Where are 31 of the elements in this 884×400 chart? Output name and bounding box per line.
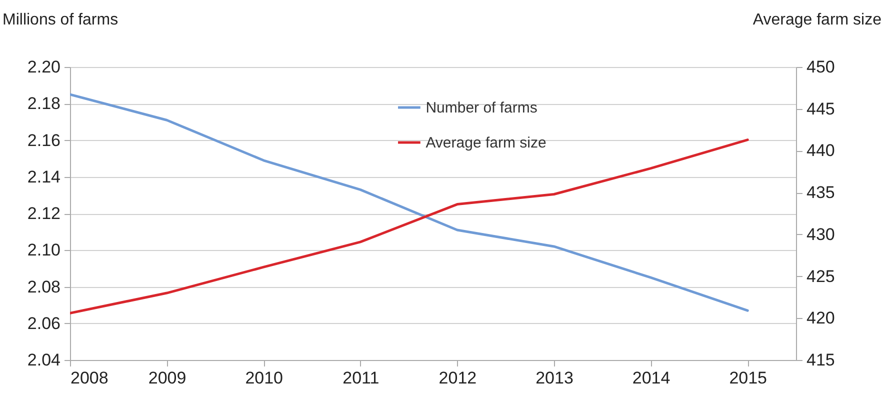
y-tick-label: 2.06	[27, 314, 60, 333]
y-tick-label: 2.10	[27, 240, 60, 260]
x-tick-label: 2015	[729, 368, 768, 388]
x-tick-label: 2014	[632, 368, 670, 388]
legend-label: Average farm size	[426, 134, 546, 152]
y2-tick-label: 440	[806, 141, 835, 160]
y-axis-title: Millions of farms	[2, 12, 118, 28]
x-tick-label: 2010	[245, 368, 284, 388]
y-tick-label: 2.08	[27, 277, 60, 296]
y2-tick-label: 450	[806, 58, 835, 76]
x-tick-label: 2012	[438, 368, 477, 388]
x-tick-label: 2008	[70, 368, 108, 388]
y-tick-label: 2.18	[27, 94, 60, 114]
y2-tick-label: 415	[806, 350, 835, 370]
x-tick-label: 2011	[342, 368, 380, 388]
y-tick-label: 2.12	[27, 204, 60, 223]
line-series	[70, 138, 749, 314]
legend-label: Number of farms	[426, 100, 538, 116]
y2-tick-label: 435	[806, 183, 835, 202]
y2-axis-title: Average farm size	[752, 12, 882, 28]
x-tick-label: 2009	[148, 368, 186, 388]
y2-tick-label: 430	[806, 224, 835, 244]
y-tick-label: 2.04	[27, 350, 60, 370]
y-tick-label: 2.14	[27, 167, 60, 186]
y2-tick-label: 420	[806, 308, 835, 328]
y-tick-label: 2.20	[27, 58, 60, 76]
y2-tick-label: 445	[806, 99, 835, 118]
line-series	[70, 93, 749, 312]
x-tick-label: 2013	[536, 368, 574, 388]
y-tick-label: 2.16	[27, 130, 60, 150]
y2-tick-label: 425	[806, 266, 835, 286]
